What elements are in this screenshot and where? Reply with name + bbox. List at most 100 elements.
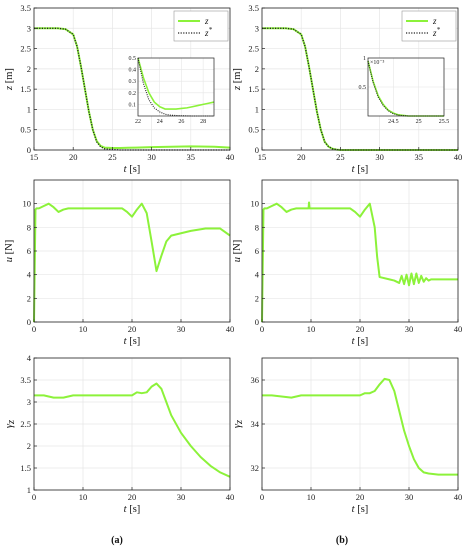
y-axis-label-var: z [4,86,15,91]
x-tick-label: 35 [415,152,424,162]
y-tick-label: 34 [251,419,260,429]
x-tick-label: 35 [187,152,196,162]
y-tick-label: 3 [27,397,31,407]
inset-scale-label: ×10⁻³ [370,60,385,66]
plot-frame [33,7,231,151]
y-tick-label: 8 [255,222,259,232]
x-tick-label: 0 [32,492,36,502]
y-axis-label-unit: [N] [4,240,15,257]
x-tick-label: 0 [32,324,36,334]
y-tick-label: 2 [255,293,259,303]
x-axis-label-unit: [s] [127,164,141,175]
y-tick-label: 2 [255,64,259,74]
legend-entry: z* [204,26,213,38]
y-tick-label: 3.5 [248,3,259,13]
y-tick-label: 0 [27,317,31,327]
x-axis-label-unit: [s] [355,164,369,175]
y-axis-label-unit: [N] [232,240,243,257]
legend: zz* [401,10,457,42]
legend-entry-var: z [204,28,209,38]
series-line-signal [34,382,231,478]
y-tick-label: 2 [27,64,31,74]
y-tick-label: 2.5 [20,44,31,54]
x-tick-label: 30 [405,324,414,334]
y-axis-label-unit: [m] [232,68,243,86]
y-axis-label: γz [4,420,17,428]
inset-x-tick-label: 25 [416,119,422,125]
y-axis-label-unit: [m] [4,68,15,86]
inset-x-tick-label: 24.5 [388,119,399,125]
inset-series-line [137,57,215,110]
y-tick-label: 3.5 [20,375,31,385]
x-tick-label: 0 [260,492,264,502]
series-line-signal [262,377,458,476]
x-tick-label: 30 [177,324,186,334]
y-tick-label: 2.5 [248,44,259,54]
y-tick-label: 36 [251,375,260,385]
y-axis-label-var: γ [4,423,15,428]
inset-x-tick-label: 28 [200,119,206,125]
legend: zz* [173,10,229,42]
y-axis-label-sub: z [234,420,245,425]
x-tick-label: 15 [258,152,267,162]
x-tick-label: 20 [128,324,137,334]
y-axis-label: u [N] [232,240,243,262]
inset-frame [137,57,215,117]
x-tick-label: 40 [454,152,463,162]
x-tick-label: 10 [307,492,316,502]
y-axis-label-var: γ [232,423,243,428]
caption-a: (a) [111,535,123,546]
x-axis-label-unit: [s] [355,336,369,347]
x-axis-label-var: t [124,164,128,175]
legend-box [173,10,229,42]
legend-entry: z* [432,26,441,38]
y-tick-label: 0.5 [20,125,31,135]
inset-y-tick-label: 0.5 [359,85,367,91]
x-axis-label: t [s] [124,164,141,175]
inset-y-tick-label: 0.3 [129,79,137,85]
y-tick-label: 1 [255,104,259,114]
legend-entry: z [432,16,437,26]
y-tick-label: 0.5 [248,125,259,135]
x-axis-label-unit: [s] [127,336,141,347]
legend-entry-sup: * [437,26,441,34]
y-tick-label: 2.5 [20,419,31,429]
inset-series-line [137,57,214,117]
y-axis-label: z [m] [4,68,15,91]
y-tick-label: 1 [27,485,31,495]
x-tick-label: 10 [307,324,316,334]
inset-y-tick-label: 0.2 [129,91,137,97]
x-tick-label: 20 [356,492,365,502]
inset-y-tick-label: 0.4 [129,68,137,74]
inset-chart: 22 24 26 28 0.1 0.2 0.3 0.4 0.5 [129,56,215,125]
inset-y-tick-label: 0.1 [129,102,137,108]
x-tick-label: 30 [177,492,186,502]
y-axis-label-var: z [232,86,243,91]
y-tick-label: 4 [255,270,260,280]
x-tick-label: 20 [356,324,365,334]
y-tick-label: 1 [27,104,31,114]
inset-bg [138,58,214,116]
inset-chart: 24.5 25 25.5 0.5 1 ×10⁻³ [359,56,450,125]
x-axis-label: t [s] [352,504,369,515]
y-axis-label-var: u [4,257,15,262]
x-axis-label: t [s] [124,336,141,347]
inset-y-tick-label: 0.5 [129,56,137,62]
y-tick-label: 10 [23,199,32,209]
x-axis-label-var: t [352,504,356,515]
x-tick-label: 10 [79,324,88,334]
y-tick-label: 6 [255,246,259,256]
y-tick-label: 1.5 [20,463,31,473]
y-axis-label: u [N] [4,240,15,262]
x-tick-label: 20 [128,492,137,502]
y-tick-label: 0 [255,317,259,327]
series-line-signal [33,202,231,323]
x-axis-label-unit: [s] [127,504,141,515]
y-axis-label-sub: z [6,420,17,425]
y-axis-label-var: u [232,257,243,262]
y-tick-label: 1.5 [20,84,31,94]
series-line-signal [261,201,458,323]
